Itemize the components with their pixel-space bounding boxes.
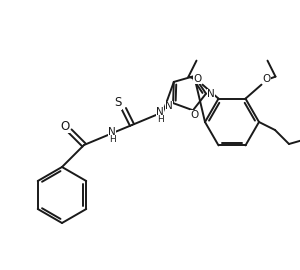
- Text: O: O: [60, 120, 70, 133]
- Text: O: O: [190, 110, 199, 120]
- Text: N: N: [156, 107, 164, 117]
- Text: N: N: [207, 89, 215, 99]
- Text: N: N: [165, 101, 173, 111]
- Text: H: H: [109, 134, 116, 143]
- Text: S: S: [114, 96, 122, 110]
- Text: O: O: [194, 74, 202, 84]
- Text: H: H: [157, 114, 164, 123]
- Text: N: N: [108, 127, 116, 137]
- Text: O: O: [262, 74, 271, 84]
